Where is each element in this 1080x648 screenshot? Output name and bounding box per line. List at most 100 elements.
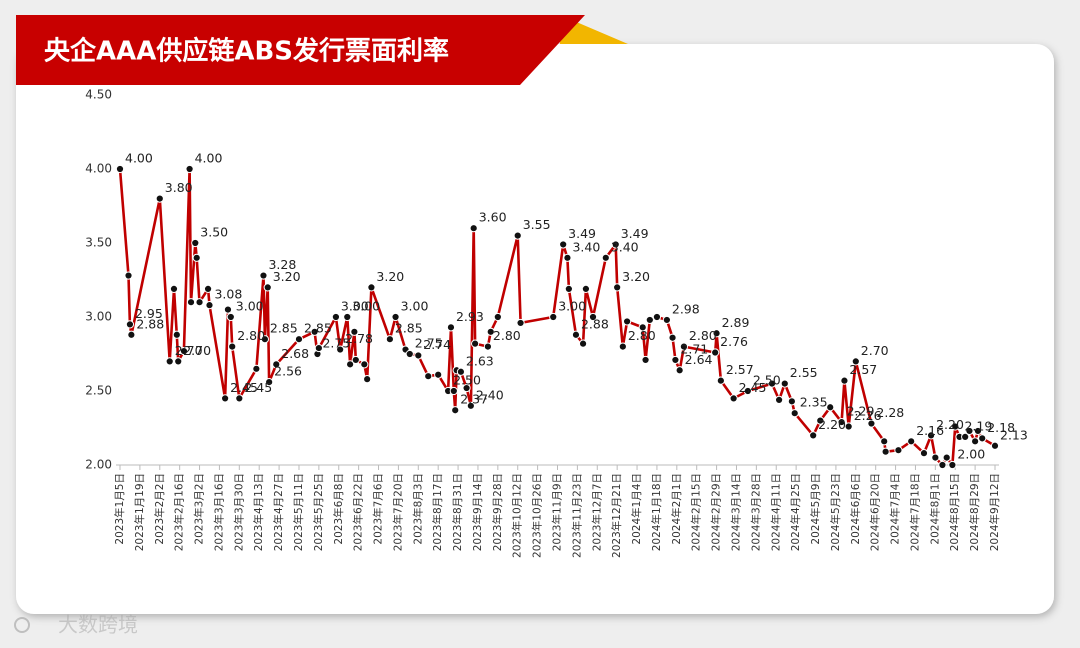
data-label: 2.85: [395, 321, 423, 336]
data-point: [385, 335, 394, 344]
x-tick-label: 2023年1月19日: [133, 473, 146, 551]
data-point: [571, 330, 581, 339]
x-tick-label: 2024年6月20日: [869, 473, 882, 551]
data-point: [851, 357, 860, 366]
data-point: [424, 372, 433, 381]
x-tick-label: 2023年8月31日: [451, 473, 464, 551]
data-point: [645, 315, 654, 325]
data-point: [174, 357, 183, 366]
data-label: 2.80: [628, 328, 656, 343]
data-point: [493, 312, 502, 322]
data-point: [780, 379, 789, 388]
x-tick-label: 2024年3月14日: [729, 473, 742, 551]
data-label: 2.70: [183, 343, 211, 358]
x-tick-label: 2023年6月8日: [332, 473, 345, 545]
data-point: [124, 271, 133, 280]
y-tick-label: 2.00: [85, 458, 112, 472]
data-point: [837, 417, 846, 427]
data-point: [951, 422, 960, 431]
data-label: 2.26: [854, 408, 882, 423]
data-point: [978, 434, 987, 443]
data-point: [671, 355, 680, 365]
data-label: 3.55: [523, 217, 551, 232]
data-point: [172, 330, 181, 339]
data-point: [662, 315, 671, 325]
data-point: [127, 330, 136, 339]
data-point: [652, 312, 662, 322]
data-point: [961, 432, 970, 441]
data-label: 2.75: [415, 336, 443, 351]
data-point: [192, 253, 201, 262]
data-label: 2.85: [270, 321, 298, 336]
data-label: 3.00: [352, 299, 380, 314]
data-label: 2.68: [281, 346, 309, 361]
data-label: 2.64: [685, 352, 713, 367]
data-point: [294, 335, 304, 344]
data-label: 3.00: [401, 299, 429, 314]
x-tick-label: 2024年2月1日: [670, 473, 683, 545]
data-point: [729, 394, 738, 403]
x-tick-label: 2023年12月7日: [590, 473, 603, 551]
chart-title: 央企AAA供应链ABS发行票面利率: [44, 36, 449, 67]
data-point: [711, 348, 720, 357]
data-point: [414, 351, 423, 360]
watermark-logo: [14, 617, 30, 633]
data-label: 2.85: [304, 321, 332, 336]
x-tick-label: 2023年8月3日: [411, 473, 424, 545]
x-tick-label: 2023年7月6日: [372, 473, 385, 545]
x-tick-label: 2023年1月5日: [113, 473, 126, 545]
data-label: 2.74: [423, 337, 451, 352]
x-tick-label: 2023年4月27日: [272, 473, 285, 551]
data-point: [564, 284, 573, 293]
data-label: 2.28: [876, 405, 904, 420]
data-point: [938, 460, 947, 470]
data-point: [179, 346, 189, 356]
data-point: [743, 386, 752, 396]
data-label: 2.98: [672, 301, 700, 316]
data-point: [351, 355, 360, 365]
data-label: 2.45: [244, 380, 272, 395]
data-label: 2.19: [964, 418, 992, 433]
data-point: [613, 283, 622, 292]
x-tick-label: 2023年5月25日: [312, 473, 325, 551]
x-tick-label: 2024年6月6日: [849, 473, 862, 545]
data-point: [405, 349, 414, 359]
data-label: 2.18: [987, 420, 1015, 435]
data-point: [549, 312, 558, 322]
data-point: [816, 416, 825, 425]
data-label: 3.50: [200, 225, 228, 240]
data-label: 2.45: [739, 380, 767, 395]
data-point: [223, 305, 233, 314]
x-tick-label: 2023年11月23日: [570, 473, 583, 558]
x-tick-label: 2023年6月22日: [352, 473, 365, 551]
x-tick-label: 2024年7月4日: [889, 473, 902, 545]
data-point: [272, 360, 281, 369]
data-point: [767, 379, 777, 388]
x-tick-label: 2023年12月21日: [610, 473, 623, 558]
x-tick-label: 2023年2月16日: [173, 473, 186, 551]
data-point: [881, 447, 890, 456]
data-point: [350, 327, 359, 336]
x-tick-label: 2024年3月28日: [749, 473, 762, 551]
x-tick-label: 2024年8月29日: [968, 473, 981, 551]
x-tick-label: 2023年3月30日: [232, 473, 245, 551]
x-tick-label: 2023年9月28日: [491, 473, 504, 551]
x-tick-label: 2024年5月23日: [829, 473, 842, 551]
data-point: [451, 406, 460, 415]
data-point: [926, 431, 936, 440]
x-tick-label: 2024年8月15日: [948, 473, 961, 551]
data-point: [668, 333, 677, 342]
data-point: [462, 383, 471, 393]
data-point: [774, 395, 784, 404]
data-label: 2.80: [689, 328, 717, 343]
data-label: 2.88: [136, 316, 164, 331]
x-tick-label: 2023年9月14日: [471, 473, 484, 551]
data-label: 3.49: [621, 226, 649, 241]
data-point: [641, 355, 650, 365]
data-point: [434, 370, 443, 379]
y-tick-label: 4.00: [85, 162, 112, 176]
data-label: 2.71: [680, 341, 708, 356]
x-tick-label: 2024年1月18日: [650, 473, 663, 551]
x-tick-label: 2024年1月4日: [630, 473, 643, 545]
